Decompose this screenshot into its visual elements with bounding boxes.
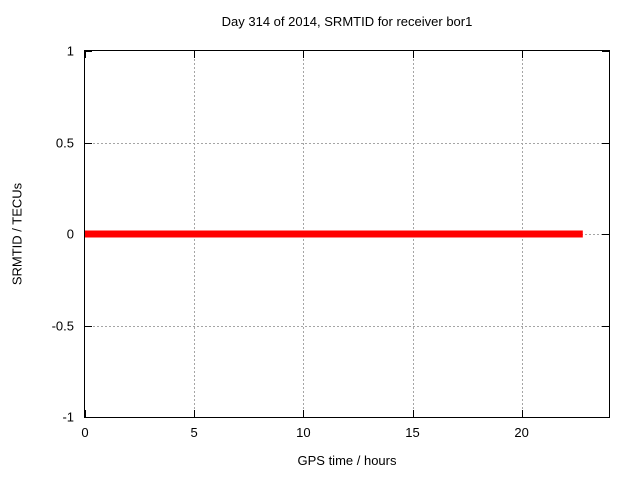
chart-title: Day 314 of 2014, SRMTID for receiver bor…	[221, 14, 473, 29]
x-tick-label: 0	[81, 425, 89, 440]
x-tick-bottom	[194, 410, 196, 417]
x-tick-label: 5	[190, 425, 198, 440]
plot-area: 0 5 10 15 20 1 0.5 0 -0.5 -1	[52, 44, 610, 440]
x-tick-label: 15	[405, 425, 420, 440]
y-tick-right	[602, 234, 609, 235]
x-tick-bottom	[85, 410, 86, 417]
y-tick-label: 1	[66, 43, 74, 59]
x-tick-top	[521, 51, 523, 58]
y-tick-right	[602, 142, 609, 144]
y-tick-left	[85, 325, 92, 327]
x-tick-bottom	[412, 410, 414, 417]
y-tick-left	[85, 51, 92, 52]
x-tick-bottom	[521, 410, 523, 417]
y-tick-label: -0.5	[51, 318, 74, 333]
x-axis-label: GPS time / hours	[297, 453, 397, 468]
y-tick-right	[602, 325, 609, 327]
y-gridline	[85, 325, 609, 327]
y-tick-left	[85, 142, 92, 144]
y-gridline	[85, 142, 609, 144]
y-axis-label: SRMTID / TECUs	[9, 182, 25, 286]
series-layer	[85, 230, 583, 238]
y-tick-left	[85, 417, 92, 418]
x-tick-label: 20	[514, 425, 529, 440]
x-tick-top	[412, 51, 414, 58]
x-tick-label: 10	[296, 425, 311, 440]
x-tick-top	[194, 51, 196, 58]
y-tick-label: -1	[62, 409, 74, 425]
x-tick-top	[303, 51, 305, 58]
y-tick-right	[602, 51, 609, 52]
x-tick-bottom	[303, 410, 305, 417]
y-tick-right	[602, 417, 609, 418]
x-tick-top	[85, 51, 86, 58]
y-tick-label: 0.5	[55, 135, 74, 150]
y-tick-label: 0	[66, 226, 74, 242]
